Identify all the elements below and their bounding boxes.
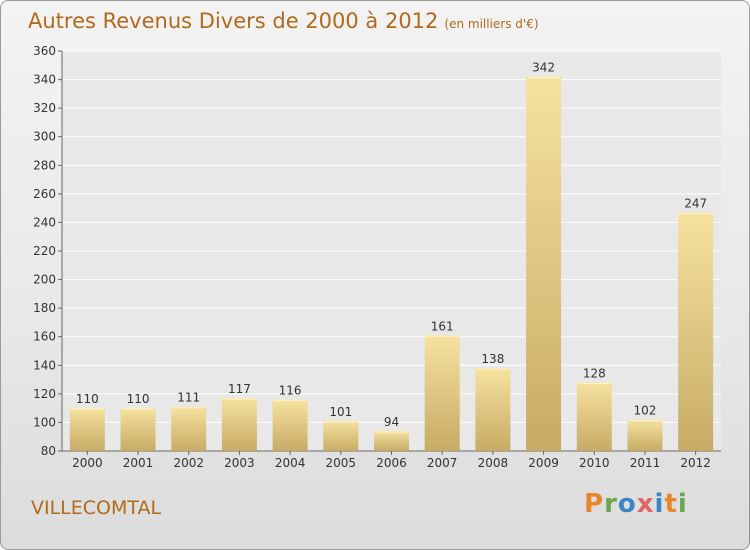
data-label: 128 [583, 366, 606, 380]
x-tick-label: 2003 [224, 456, 255, 470]
y-tick-label: 180 [33, 301, 56, 315]
logo-letter: i [654, 489, 665, 519]
x-tick-label: 2002 [173, 456, 204, 470]
data-label: 111 [177, 391, 200, 405]
y-tick-label: 360 [33, 44, 56, 58]
x-tick-label: 2008 [478, 456, 509, 470]
logo-letter: r [604, 489, 618, 519]
bar [171, 406, 207, 451]
y-tick-label: 320 [33, 101, 56, 115]
bar [576, 382, 612, 451]
y-tick-label: 240 [33, 215, 56, 229]
x-tick-label: 2004 [275, 456, 306, 470]
data-label: 342 [532, 61, 555, 75]
logo-letter: t [664, 489, 678, 519]
data-label: 116 [279, 384, 302, 398]
data-label: 247 [684, 196, 707, 210]
bar [627, 419, 663, 451]
x-tick-label: 2001 [123, 456, 154, 470]
x-tick-label: 2007 [427, 456, 458, 470]
bar [475, 368, 511, 451]
x-tick-label: 2011 [630, 456, 661, 470]
data-label: 117 [228, 382, 251, 396]
data-label: 102 [634, 404, 657, 418]
x-tick-label: 2005 [326, 456, 357, 470]
x-tick-label: 2006 [376, 456, 407, 470]
data-label: 110 [127, 392, 150, 406]
logo-letter: i [677, 489, 688, 519]
logo-letter: P [584, 489, 605, 519]
bar [120, 408, 156, 451]
data-label: 138 [481, 352, 504, 366]
x-tick-label: 2012 [680, 456, 711, 470]
x-tick-label: 2010 [579, 456, 610, 470]
data-label: 101 [329, 405, 352, 419]
y-tick-label: 140 [33, 358, 56, 372]
y-tick-label: 280 [33, 158, 56, 172]
data-label: 161 [431, 319, 454, 333]
bar [526, 76, 562, 451]
logo-letter: o [617, 489, 637, 519]
y-tick-label: 120 [33, 387, 56, 401]
logo-letter: x [636, 489, 655, 519]
bar [424, 335, 460, 451]
chart-title: Autres Revenus Divers de 2000 à 2012 (en … [28, 9, 539, 33]
chart-subtitle: (en milliers d'€) [444, 17, 539, 31]
chart-title-text: Autres Revenus Divers de 2000 à 2012 [28, 9, 439, 33]
x-tick-label: 2009 [528, 456, 559, 470]
y-tick-label: 300 [33, 130, 56, 144]
y-tick-label: 80 [41, 444, 56, 458]
data-label: 94 [384, 415, 399, 429]
y-tick-label: 220 [33, 244, 56, 258]
commune-name: VILLECOMTAL [31, 497, 162, 519]
x-tick-label: 2000 [72, 456, 103, 470]
bar [272, 399, 308, 451]
y-tick-label: 160 [33, 330, 56, 344]
bar [374, 431, 409, 451]
bar [69, 408, 105, 451]
y-tick-label: 260 [33, 187, 56, 201]
y-tick-label: 200 [33, 273, 56, 287]
bar [678, 212, 714, 451]
data-label: 110 [76, 392, 99, 406]
y-tick-label: 100 [33, 415, 56, 429]
proxiti-logo[interactable]: Proxiti [584, 489, 688, 519]
y-tick-label: 340 [33, 73, 56, 87]
bar [323, 421, 359, 451]
bar [221, 398, 257, 451]
